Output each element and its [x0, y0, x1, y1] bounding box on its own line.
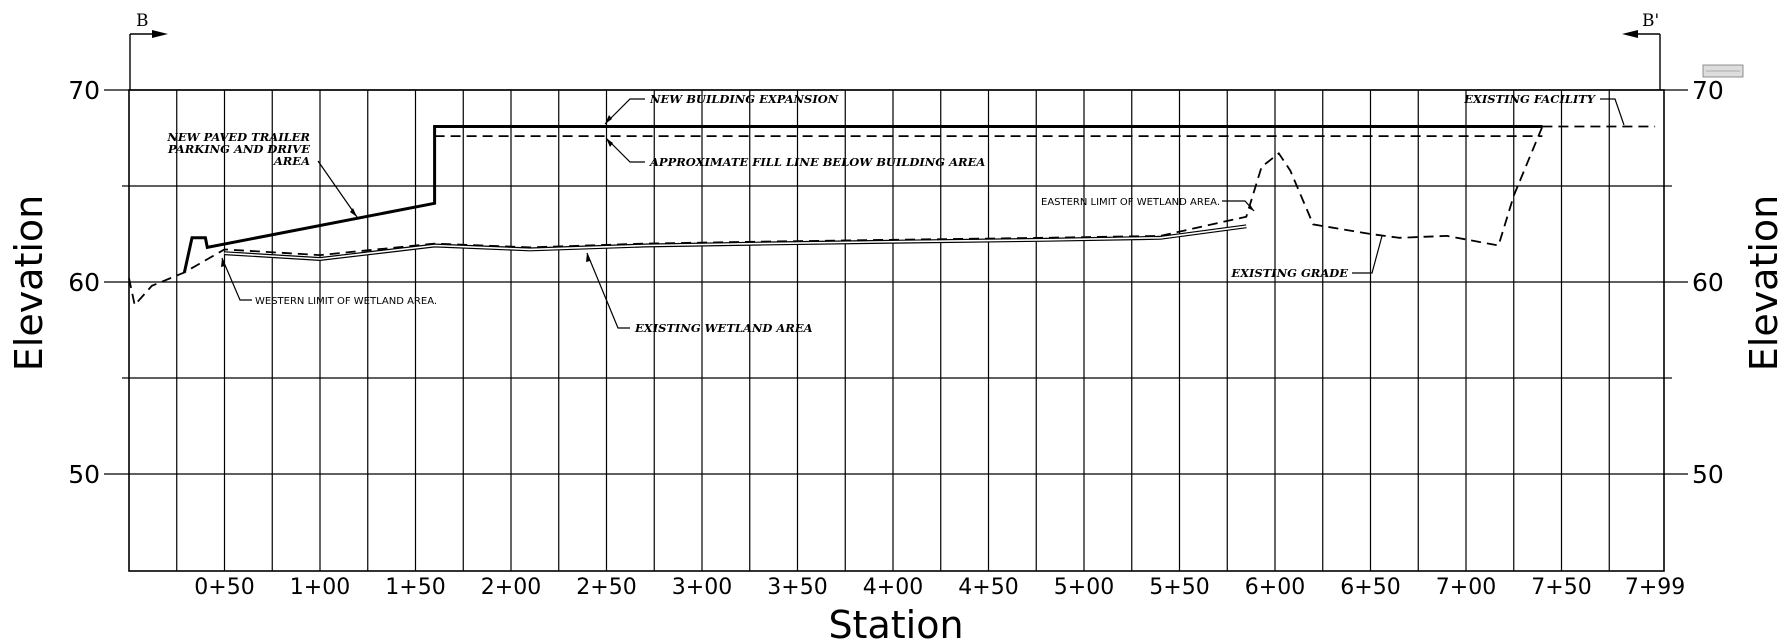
x-tick-label: 4+50 [958, 575, 1018, 600]
arrow-right-icon [152, 30, 168, 38]
arrow-left-icon [1622, 30, 1638, 38]
label-existing-wetland: EXISTING WETLAND AREA [634, 321, 813, 335]
x-tick-label: 7+50 [1531, 575, 1591, 600]
x-tick-label: 1+50 [385, 575, 445, 600]
leader-existing-wetland [586, 252, 630, 329]
label-new-paved-line2: PARKING AND DRIVE [167, 142, 310, 156]
y-tick-right-70: 70 [1692, 76, 1724, 105]
section-end-label: B' [1642, 11, 1659, 31]
y-axis-title-left: Elevation [7, 195, 51, 372]
x-tick-label: 5+00 [1054, 575, 1114, 600]
y-tick-right-60: 60 [1692, 268, 1724, 297]
y-tick-left-60: 60 [68, 268, 100, 297]
profile-existing-grade [128, 126, 1544, 307]
x-tick-label: 6+00 [1245, 575, 1305, 600]
station-tick-labels: 0+50 1+00 1+50 2+00 2+50 3+00 3+50 4+00 4+50 5+00… [194, 575, 1685, 600]
y-tick-right-50: 50 [1692, 460, 1724, 489]
callout-leaders [221, 98, 1625, 329]
x-tick-label: 0+50 [194, 575, 254, 600]
grid [104, 89, 1688, 572]
label-existing-grade: EXISTING GRADE [1230, 266, 1348, 280]
label-western-limit: WESTERN LIMIT OF WETLAND AREA. [255, 296, 437, 307]
y-axis-title-right: Elevation [1742, 195, 1786, 372]
x-tick-label: 2+50 [576, 575, 636, 600]
x-tick-label: 3+50 [767, 575, 827, 600]
x-tick-label: 3+00 [672, 575, 732, 600]
x-tick-label: 6+50 [1340, 575, 1400, 600]
label-new-paved-line3: AREA [273, 154, 310, 168]
label-new-building-expansion: NEW BUILDING EXPANSION [649, 92, 839, 106]
x-axis-title: Station [828, 603, 963, 644]
x-tick-label: 1+00 [290, 575, 350, 600]
leader-arrowheads [221, 115, 1254, 267]
profile-new-building-expansion [182, 125, 1543, 273]
section-start-label: B [136, 11, 149, 31]
y-tick-left-70: 70 [68, 76, 100, 105]
x-tick-label: 7+00 [1436, 575, 1496, 600]
leader-new-building [604, 98, 645, 125]
section-marker-end: B' [1622, 11, 1661, 90]
y-tick-left-50: 50 [68, 460, 100, 489]
leader-existing-grade [1352, 235, 1383, 274]
x-tick-label: 2+00 [481, 575, 541, 600]
profile-lines [128, 125, 1656, 307]
label-existing-facility: EXISTING FACILITY [1463, 92, 1597, 106]
label-approximate-fill-line: APPROXIMATE FILL LINE BELOW BUILDING ARE… [649, 155, 985, 169]
leader-new-paved [317, 160, 358, 218]
label-new-paved-line1: NEW PAVED TRAILER [166, 130, 310, 144]
profile-existing-wetland-area-inner [224, 225, 1247, 260]
x-tick-label: 4+00 [863, 575, 923, 600]
scale-stamp [1702, 64, 1744, 78]
section-marker-start: B [129, 11, 168, 90]
x-tick-label: 7+99 [1625, 575, 1685, 600]
leader-western-limit [221, 257, 252, 301]
leader-fill-line [605, 137, 645, 163]
leader-existing-facility [1600, 98, 1625, 126]
label-eastern-limit: EASTERN LIMIT OF WETLAND AREA. [1041, 197, 1220, 208]
x-tick-label: 5+50 [1149, 575, 1209, 600]
